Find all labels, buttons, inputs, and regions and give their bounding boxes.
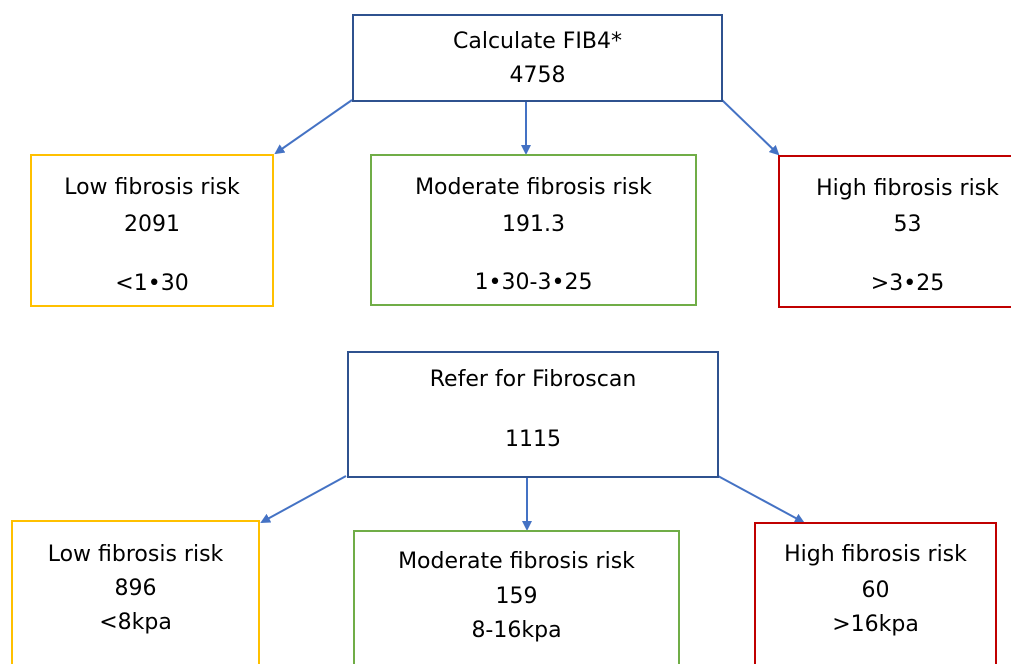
fib4-moderate-count: 191.3: [502, 212, 565, 237]
fib4-moderate-label: Moderate fibrosis risk: [415, 175, 652, 200]
fibroscan-low-label: Low fibrosis risk: [47, 542, 224, 567]
fib4-high-label: High fibrosis risk: [816, 176, 999, 201]
arrow-fib4-to-high: [721, 99, 780, 156]
fib4-root-box: Calculate FIB4* 4758: [352, 14, 723, 102]
arrow-fib4-to-low: [274, 99, 353, 155]
fib4-low-label: Low fibrosis risk: [64, 175, 240, 200]
arrow-fibroscan-to-low: [260, 475, 347, 523]
fib4-count: 4758: [509, 63, 566, 88]
fibroscan-moderate-count: 159: [495, 584, 538, 609]
fibroscan-low-count: 896: [114, 576, 157, 601]
fibroscan-high-box: High fibrosis risk 60 >16kpa: [754, 522, 997, 664]
fib4-low-count: 2091: [124, 212, 180, 237]
fibroscan-low-range: <8kpa: [99, 610, 172, 635]
fib4-moderate-range: 1•30-3•25: [474, 270, 593, 295]
arrow-fibroscan-to-high: [717, 475, 805, 523]
fibroscan-high-count: 60: [861, 578, 890, 603]
fib4-title: Calculate FIB4*: [453, 29, 622, 54]
fib4-high-count: 53: [893, 212, 922, 237]
fibroscan-moderate-box: Moderate fibrosis risk 159 8-16kpa: [353, 530, 680, 664]
fib4-low-box: Low fibrosis risk 2091 <1•30: [30, 154, 274, 307]
fibroscan-high-label: High fibrosis risk: [784, 542, 967, 567]
fibroscan-high-range: >16kpa: [832, 612, 919, 637]
fibroscan-moderate-range: 8-16kpa: [471, 618, 562, 643]
fibroscan-count: 1115: [505, 427, 561, 452]
fibroscan-moderate-label: Moderate fibrosis risk: [398, 549, 635, 574]
fib4-moderate-box: Moderate fibrosis risk 191.3 1•30-3•25: [370, 154, 697, 306]
fibroscan-root-box: Refer for Fibroscan 1115: [347, 351, 719, 478]
fib4-low-range: <1•30: [115, 271, 189, 296]
fibroscan-low-box: Low fibrosis risk 896 <8kpa: [11, 520, 260, 664]
fib4-high-range: >3•25: [870, 271, 945, 296]
fibroscan-title: Refer for Fibroscan: [429, 367, 637, 392]
fib4-high-box: High fibrosis risk 53 >3•25: [778, 155, 1011, 308]
